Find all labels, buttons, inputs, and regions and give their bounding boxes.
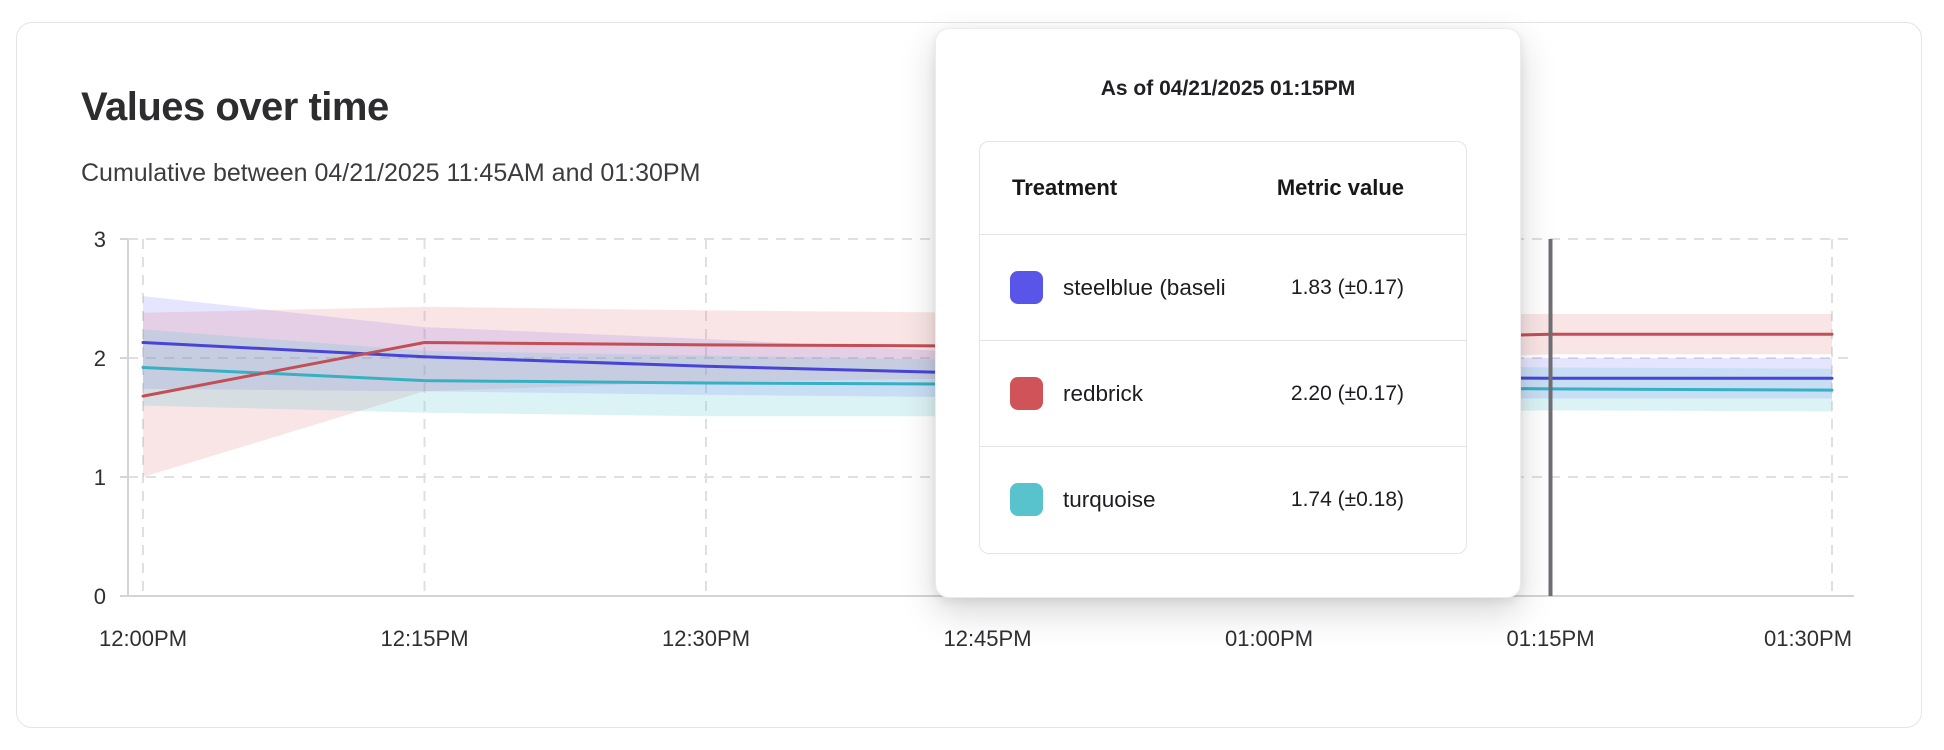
- treatment-swatch-turquoise: [1010, 483, 1043, 516]
- tooltip-table-header: Treatment Metric value: [980, 142, 1466, 234]
- tooltip-table: Treatment Metric value steelblue (baseli…: [979, 141, 1467, 554]
- svg-text:12:00PM: 12:00PM: [99, 626, 187, 651]
- column-header-metric-value: Metric value: [1276, 175, 1404, 200]
- svg-text:01:30PM: 01:30PM: [1764, 626, 1852, 651]
- svg-text:12:45PM: 12:45PM: [943, 626, 1031, 651]
- metric-value: 1.74 (±0.18): [1290, 487, 1404, 511]
- page-title: Values over time: [81, 85, 389, 129]
- metric-value: 2.20 (±0.17): [1290, 381, 1404, 405]
- treatment-row: turquoise 1.74 (±0.18): [980, 446, 1466, 552]
- treatment-swatch-redbrick: [1010, 377, 1043, 410]
- metric-value: 1.83 (±0.17): [1290, 275, 1404, 299]
- hover-tooltip: As of 04/21/2025 01:15PM Treatment Metri…: [935, 28, 1521, 598]
- treatment-label: turquoise: [1063, 486, 1156, 512]
- treatment-label: redbrick: [1063, 380, 1144, 406]
- svg-text:0: 0: [94, 584, 106, 609]
- svg-text:3: 3: [94, 227, 106, 252]
- svg-text:01:15PM: 01:15PM: [1506, 626, 1594, 651]
- tooltip-title: As of 04/21/2025 01:15PM: [1100, 77, 1356, 100]
- treatment-row: steelblue (baseli 1.83 (±0.17): [980, 234, 1466, 340]
- svg-text:12:15PM: 12:15PM: [380, 626, 468, 651]
- chart-subtitle: Cumulative between 04/21/2025 11:45AM an…: [81, 159, 701, 187]
- treatment-swatch-steelblue: [1010, 271, 1043, 304]
- svg-text:2: 2: [94, 346, 106, 371]
- column-header-treatment: Treatment: [1012, 175, 1118, 200]
- treatment-label: steelblue (baseli: [1063, 274, 1226, 300]
- svg-text:12:30PM: 12:30PM: [662, 626, 750, 651]
- svg-text:1: 1: [94, 465, 106, 490]
- treatment-row: redbrick 2.20 (±0.17): [980, 340, 1466, 446]
- svg-text:01:00PM: 01:00PM: [1225, 626, 1313, 651]
